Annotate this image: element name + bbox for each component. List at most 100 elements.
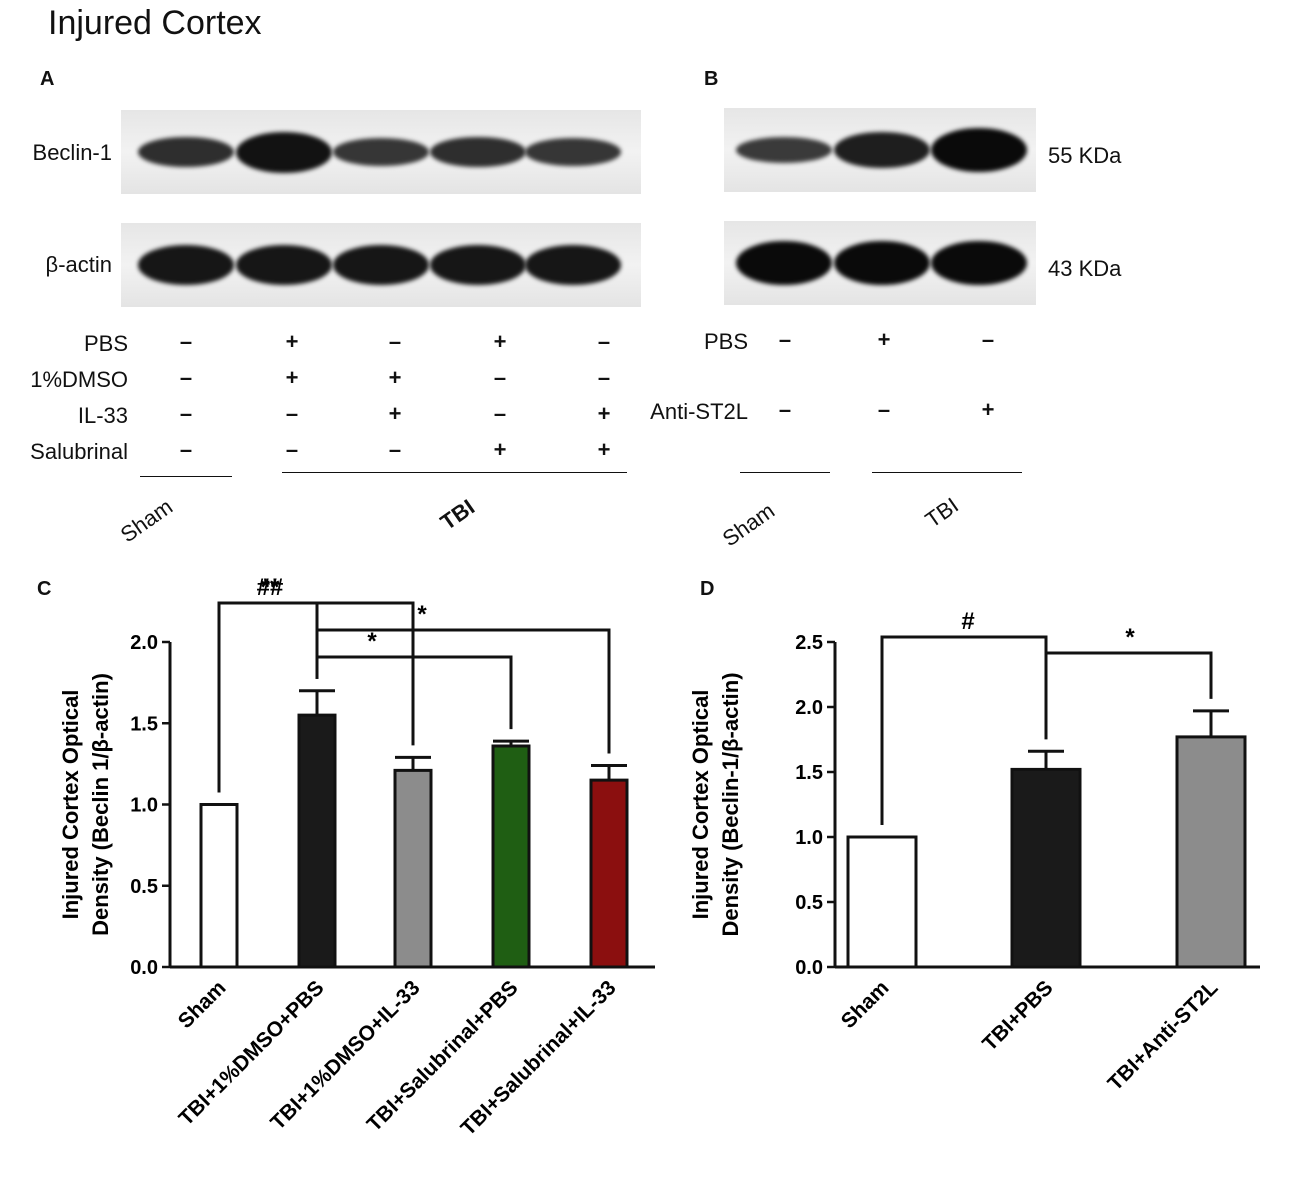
blot-b-actin [724,221,1036,305]
chart-d-ylabel-line1: Injured Cortex Optical [688,690,713,920]
mark-a-r0-c4: – [597,329,611,354]
chart-d-sig-label-1: * [1125,624,1135,651]
mark-b-r0-c0: – [778,327,792,352]
mark-b-r1-c1: – [877,397,891,422]
chart-d-ytick-label-1: 0.5 [795,892,823,914]
panel-b-label: B [704,68,719,90]
chart-c-ylabel-line2: Density (Beclin 1/β-actin) [88,673,113,936]
chart-c-ytick-label-2: 1.0 [130,795,158,817]
figure-title: Injured Cortex [48,4,262,42]
chart-c-ytick-label-0: 0.0 [130,957,158,979]
condition-label-pbs-b: PBS [703,329,748,354]
chart-c-sig-label-0: ## [257,574,284,601]
group-line-sham-a [140,476,232,477]
mark-a-r0-c0: – [179,329,193,354]
chart-d-bar-0 [846,835,918,969]
band-a-actin-0 [138,245,234,285]
chart-c-ytick-label-4: 2.0 [130,632,158,654]
chart-c-bar-1 [297,713,337,969]
condition-label-dmso: 1%DMSO [30,367,128,392]
band-b-actin-0 [736,241,832,285]
chart-c-sig-label-3: * [417,601,427,628]
chart-d-xtick-label-0: Sham [837,976,894,1033]
chart-d-xtick-label-2: TBI+Anti-ST2L [1104,976,1223,1095]
group-line-tbi-b [872,472,1022,473]
blot-a-actin [121,223,641,307]
band-a-beclin-1 [236,131,332,173]
mark-a-r0-c2: – [388,329,402,354]
panel-a-label: A [40,68,55,90]
panel-c-label: C [37,578,52,600]
chart-d-sig-label-0: # [961,608,974,635]
blot-b-beclin [724,108,1036,192]
chart-d-sig-bracket-1 [1044,651,1213,740]
chart-d-ytick-label-0: 0.0 [795,957,823,979]
chart-d-xtick-label-1: TBI+PBS [978,976,1057,1055]
mark-b-r0-c2: – [981,327,995,352]
chart-d-ytick-label-3: 1.5 [795,762,823,784]
kda-label-43: 43 KDa [1048,256,1122,281]
condition-label-salubrinal: Salubrinal [30,439,128,464]
mark-a-r3-c0: – [179,437,193,462]
mark-a-r2-c2: + [388,401,402,426]
chart-d-ytick-label-4: 2.0 [795,697,823,719]
mark-b-r1-c2: + [981,397,995,422]
band-a-beclin-3 [430,136,526,168]
mark-a-r1-c4: – [597,365,611,390]
panel-d-label: D [700,578,715,600]
chart-c-sig-label-2: * [367,628,377,655]
mark-a-r3-c4: + [597,437,611,462]
band-a-beclin-2 [333,138,429,166]
mark-a-r2-c4: + [597,401,611,426]
band-a-beclin-0 [138,136,234,168]
chart-c-xtick-label-0: Sham [174,976,231,1033]
band-a-actin-1 [236,245,332,285]
mark-a-r1-c2: + [388,365,402,390]
mark-a-r1-c3: – [493,365,507,390]
band-b-beclin-0 [736,137,832,163]
chart-c-ylabel-line1: Injured Cortex Optical [58,690,83,920]
mark-b-r1-c0: – [778,397,792,422]
row-label-actin: β-actin [45,252,112,277]
blot-a-beclin [121,110,641,194]
row-label-beclin: Beclin-1 [32,140,112,165]
group-line-sham-b [740,472,830,473]
group-line-tbi-a [282,472,627,473]
band-b-actin-1 [834,241,930,285]
mark-a-r2-c0: – [179,401,193,426]
chart-c-sig-label-1: ** [261,574,280,601]
chart-d-ytick-label-5: 2.5 [795,632,823,654]
band-b-beclin-2 [931,128,1027,172]
band-b-actin-2 [931,241,1027,285]
chart-c-ytick-label-1: 0.5 [130,876,158,898]
mark-a-r2-c3: – [493,401,507,426]
mark-a-r2-c1: – [285,401,299,426]
condition-label-il33: IL-33 [77,403,128,428]
mark-a-r0-c1: + [285,329,299,354]
band-a-actin-4 [525,245,621,285]
mark-a-r0-c3: + [493,329,507,354]
band-b-beclin-1 [834,131,930,169]
mark-b-r0-c1: + [877,327,891,352]
condition-label-pbs: PBS [83,331,128,356]
chart-c-bar-0 [199,803,239,969]
chart-c-bar-2 [393,768,433,969]
mark-a-r3-c2: – [388,437,402,462]
condition-label-antist2l: Anti-ST2L [650,399,748,424]
band-a-actin-3 [430,245,526,285]
chart-d-ytick-label-2: 1.0 [795,827,823,849]
chart-c-ytick-label-3: 1.5 [130,713,158,735]
mark-a-r1-c1: + [285,365,299,390]
mark-a-r3-c3: + [493,437,507,462]
chart-d-bar-1 [1010,767,1082,969]
mark-a-r3-c1: – [285,437,299,462]
chart-d-ylabel-line2: Density (Beclin-1/β-actin) [718,672,743,936]
chart-c-sig-bracket-3 [315,628,611,754]
chart-c-bar-4 [589,778,629,969]
chart-d-bar-2 [1175,735,1247,969]
chart-c-bar-3 [491,744,531,969]
kda-label-55: 55 KDa [1048,143,1122,168]
band-a-actin-2 [333,245,429,285]
band-a-beclin-4 [525,138,621,166]
